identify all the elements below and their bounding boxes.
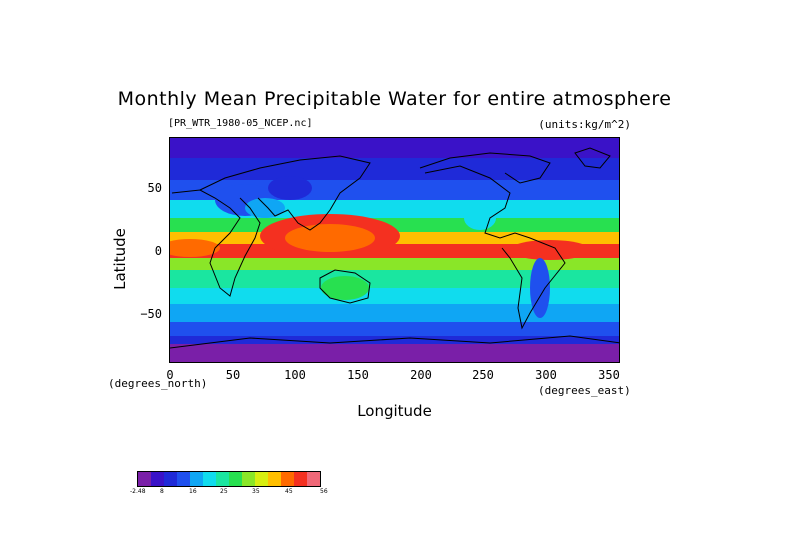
colorbar-swatch-4 (190, 472, 203, 486)
colorbar-swatch-6 (216, 472, 229, 486)
colorbar-swatch-9 (255, 472, 268, 486)
band-southern-ocean (170, 322, 619, 336)
colorbar-label-4: 35 (252, 488, 260, 495)
y-axis-label: Latitude (111, 228, 129, 290)
x-tick-250: 250 (472, 368, 494, 382)
coastlines (170, 147, 619, 349)
colorbar-swatch-5 (203, 472, 216, 486)
colorbar-label-3: 25 (220, 488, 228, 495)
colorbar-label-5: 45 (285, 488, 293, 495)
arabia-dry (245, 198, 285, 218)
x-tick-50: 50 (225, 368, 241, 382)
amazon-moist (510, 240, 590, 260)
units-label: (units:kg/m^2) (538, 118, 631, 131)
band-north-high (170, 158, 619, 180)
band-south-subtropic (170, 270, 619, 288)
colorbar-swatch-2 (164, 472, 177, 486)
plot-title: Monthly Mean Precipitable Water for enti… (117, 88, 672, 110)
precipitable-water-map (169, 137, 620, 363)
colorbar-swatch-0 (138, 472, 151, 486)
warm-pool-core (285, 224, 375, 252)
colorbar-swatch-12 (294, 472, 307, 486)
colorbar-swatch-11 (281, 472, 294, 486)
mexico (464, 206, 496, 230)
colorbar (137, 471, 321, 487)
colorbar-swatch-13 (307, 472, 320, 486)
colorbar-swatch-3 (177, 472, 190, 486)
map-svg (170, 138, 619, 362)
band-antarctica (170, 344, 619, 362)
coast-eurasia (199, 155, 371, 231)
coast-africa (171, 189, 261, 297)
colorbar-label-0: -2.48 (130, 488, 146, 495)
coast-antarctica (170, 335, 619, 349)
x-tick-300: 300 (535, 368, 557, 382)
colorbar-swatch-10 (268, 472, 281, 486)
y-tick-0: 0 (154, 244, 162, 258)
band-south-high (170, 304, 619, 322)
andes-dry (530, 258, 550, 318)
colorbar-swatch-8 (242, 472, 255, 486)
colorbar-swatch-7 (229, 472, 242, 486)
x-axis-label: Longitude (357, 402, 432, 420)
y-tick-neg50: −50 (140, 307, 162, 321)
x-tick-150: 150 (347, 368, 369, 382)
x-tick-0: 0 (166, 368, 174, 382)
y-axis-units: (degrees_north) (108, 377, 208, 390)
band-arctic (170, 138, 619, 158)
colorbar-label-6: 56 (320, 488, 328, 495)
band-antarctic-edge (170, 336, 619, 344)
band-south-mid (170, 288, 619, 304)
africa-moist (170, 239, 220, 257)
y-tick-50: 50 (147, 181, 162, 195)
australia (321, 276, 369, 300)
x-tick-350: 350 (598, 368, 620, 382)
coast-americas (424, 165, 566, 330)
coast-greenland (574, 147, 611, 169)
x-axis-units: (degrees_east) (538, 384, 631, 397)
x-tick-100: 100 (284, 368, 306, 382)
band-south-tropic (170, 258, 619, 270)
tibet-dry (268, 176, 312, 200)
coast-north-america (419, 152, 551, 184)
colorbar-label-2: 16 (189, 488, 197, 495)
colorbar-swatch-1 (151, 472, 164, 486)
x-tick-200: 200 (410, 368, 432, 382)
colorbar-label-1: 8 (160, 488, 164, 495)
coast-australia (319, 269, 371, 304)
dataset-filename: [PR_WTR_1980-05_NCEP.nc] (168, 118, 313, 129)
